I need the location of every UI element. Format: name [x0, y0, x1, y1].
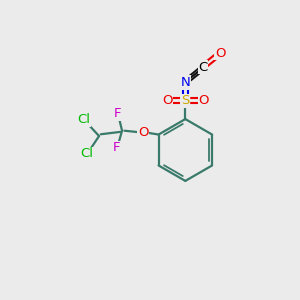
Text: F: F	[113, 141, 121, 154]
Text: Cl: Cl	[77, 113, 90, 126]
Text: F: F	[114, 107, 122, 120]
Text: N: N	[181, 76, 190, 89]
Text: O: O	[138, 126, 148, 139]
Text: O: O	[198, 94, 209, 107]
Text: Cl: Cl	[80, 147, 93, 160]
Text: O: O	[162, 94, 172, 107]
Text: O: O	[215, 46, 225, 60]
Text: S: S	[181, 94, 190, 107]
Text: C: C	[198, 61, 208, 74]
